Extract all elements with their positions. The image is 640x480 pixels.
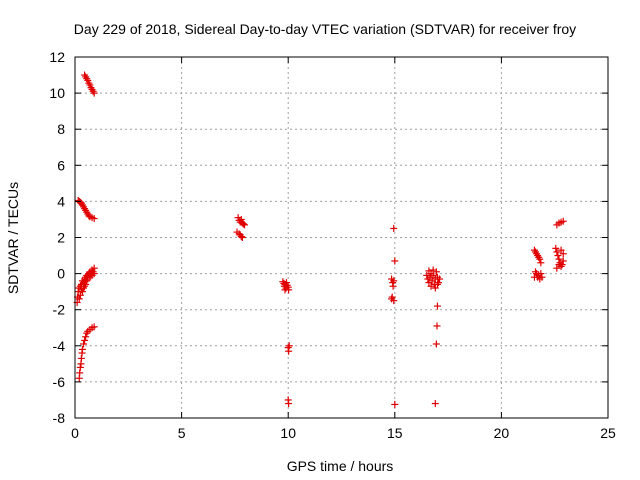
data-points [73,71,567,408]
chart-title: Day 229 of 2018, Sidereal Day-to-day VTE… [74,21,576,37]
data-point [90,215,98,223]
y-axis-label: SDTVAR / TECUs [5,182,21,294]
data-point [388,293,396,301]
data-point [425,267,433,275]
data-point [429,266,437,274]
data-point [240,221,248,229]
data-point [391,257,399,265]
y-tick-label: -6 [53,374,66,390]
data-point [559,217,567,225]
y-tick-label: 0 [57,266,65,282]
x-axis-label: GPS time / hours [287,458,394,474]
data-point [432,268,440,276]
data-point [75,295,83,303]
data-point [389,282,397,290]
y-tick-label: -4 [53,338,66,354]
y-tick-label: 6 [57,157,65,173]
data-point [388,295,396,303]
x-tick-label: 20 [494,425,510,441]
data-point [537,259,545,267]
data-point [559,257,567,265]
data-point [537,270,545,278]
data-point [78,288,86,296]
axes: 0 5 10 15 20 25 -8 -6 -4 -2 0 2 4 6 8 10 12 [49,49,616,441]
data-point [82,333,90,341]
y-tick-label: 4 [57,193,65,209]
data-point [553,264,561,272]
data-point [237,233,245,241]
y-tick-label: 12 [49,49,65,65]
data-point [90,270,98,278]
data-point [83,329,91,337]
y-tick-label: 10 [49,85,65,101]
data-point [559,250,567,258]
x-tick-label: 25 [600,425,616,441]
data-point [81,282,89,290]
data-point [90,89,98,97]
data-point [557,246,565,254]
x-tick-label: 15 [387,425,403,441]
data-point [77,354,85,362]
data-point [390,224,398,232]
data-point [427,282,435,290]
data-point [78,345,86,353]
data-point [433,280,441,288]
data-point [554,252,562,260]
y-tick-label: -2 [53,302,66,318]
data-point [76,291,84,299]
data-point [285,400,293,408]
data-point [432,340,440,348]
data-point [80,340,88,348]
y-tick-label: 8 [57,121,65,137]
data-point [285,347,293,355]
data-point [433,322,441,330]
data-point [431,400,439,408]
data-point [553,248,561,256]
data-point [530,273,538,281]
x-tick-label: 0 [71,425,79,441]
data-point [238,234,246,241]
data-point [76,369,84,377]
data-point [538,273,546,281]
data-point [76,363,84,371]
data-point [90,323,98,331]
data-point [78,277,86,285]
y-tick-label: 2 [57,230,65,246]
data-point [237,215,245,223]
data-point [391,400,399,408]
y-tick-label: -8 [53,410,66,426]
x-tick-label: 10 [280,425,296,441]
data-point [285,342,293,350]
data-point [552,244,560,252]
data-point [435,279,443,287]
data-point [281,286,289,294]
data-point [433,302,441,310]
data-point [239,220,247,228]
data-point [536,255,544,263]
data-point [431,284,439,292]
data-point [555,261,563,269]
data-point [436,275,444,283]
grid [75,57,608,418]
data-point [81,336,89,344]
data-point [83,271,91,279]
data-point [390,277,398,285]
x-tick-label: 5 [178,425,186,441]
